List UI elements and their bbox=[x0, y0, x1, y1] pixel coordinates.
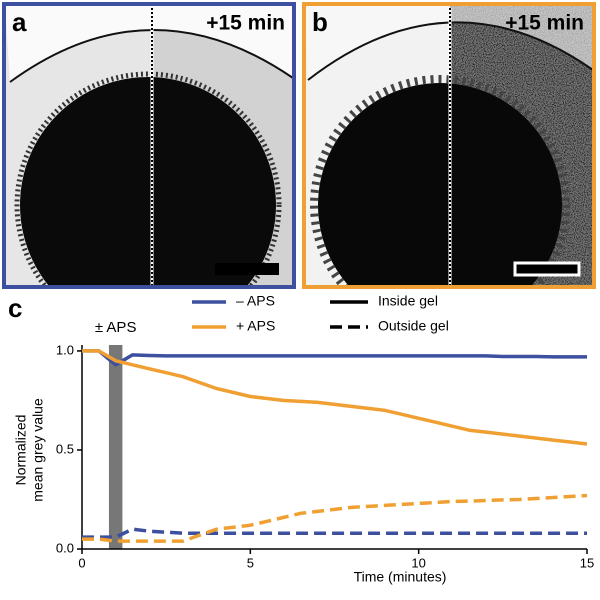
y-axis-label: Normalized mean grey value bbox=[13, 398, 46, 502]
treatment-band bbox=[108, 345, 123, 549]
series-line bbox=[82, 493, 588, 543]
panel-time: +15 min bbox=[505, 12, 584, 35]
x-axis-label: Time (minutes) bbox=[354, 569, 447, 585]
panel-border-b bbox=[302, 2, 596, 289]
x-tick-label: 15 bbox=[580, 555, 594, 570]
x-tick-label: 0 bbox=[78, 555, 85, 570]
y-tick-label: 1.0 bbox=[56, 342, 74, 357]
y-tick-label: 0.5 bbox=[56, 441, 74, 456]
panel-label: b bbox=[312, 7, 328, 37]
panel-border-a bbox=[2, 2, 296, 289]
legend-label: Outside gel bbox=[378, 318, 449, 334]
series-line bbox=[82, 349, 588, 446]
x-tick-label: 10 bbox=[411, 555, 425, 570]
legend-label: + APS bbox=[236, 318, 275, 334]
legend-label: – APS bbox=[236, 293, 275, 309]
micrograph-a bbox=[5, 5, 293, 286]
y-tick-label: 0.0 bbox=[56, 540, 74, 555]
legend-label: Inside gel bbox=[378, 293, 438, 309]
series-line bbox=[82, 349, 587, 367]
y-axis-label-line: mean grey value bbox=[30, 398, 46, 502]
panel-time: +15 min bbox=[206, 12, 285, 35]
band-label: ± APS bbox=[95, 319, 137, 336]
panel-label: c bbox=[8, 293, 22, 323]
panel-label: a bbox=[12, 7, 27, 37]
series-line bbox=[82, 527, 587, 539]
x-tick-label: 5 bbox=[247, 555, 254, 570]
y-axis-label-line: Normalized bbox=[13, 415, 29, 486]
micrograph-b bbox=[305, 5, 593, 286]
